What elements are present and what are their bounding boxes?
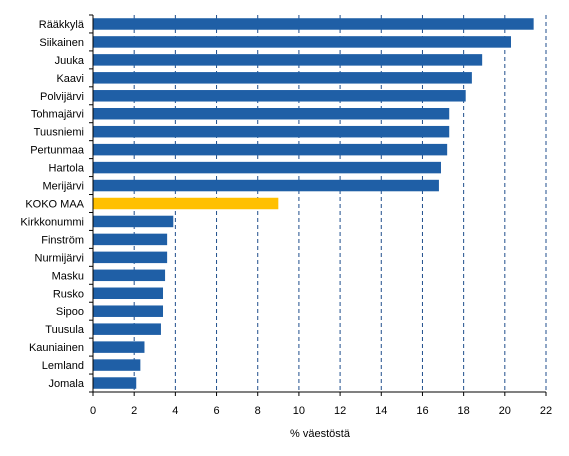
bar <box>93 90 466 102</box>
bar <box>93 72 472 84</box>
bar <box>93 18 534 30</box>
bar <box>93 341 145 353</box>
category-label: Merijärvi <box>42 181 84 193</box>
x-tick-label: 12 <box>334 405 346 417</box>
category-label: Nurmijärvi <box>35 252 85 264</box>
x-tick-label: 18 <box>458 405 470 417</box>
bar <box>93 107 450 120</box>
category-label: Tohmajärvi <box>31 109 84 121</box>
bar <box>93 269 166 282</box>
x-tick-label: 20 <box>499 405 511 417</box>
x-tick-label: 16 <box>416 405 428 417</box>
bar <box>93 305 164 317</box>
category-label: Kirkkonummi <box>20 216 84 228</box>
category-label: Hartola <box>49 163 85 175</box>
category-labels: Rääkkylä Siikainen Juuka Kaavi Polvijärvi Toh… <box>20 19 84 390</box>
x-tick-label: 22 <box>540 405 552 417</box>
bar <box>93 251 168 264</box>
category-label: KOKO MAA <box>25 199 84 211</box>
x-tick-label: 6 <box>213 405 219 417</box>
x-tick-label: 8 <box>255 405 261 417</box>
category-label: Tuusula <box>45 324 85 336</box>
bar <box>93 287 164 300</box>
category-label: Masku <box>52 270 84 282</box>
bar <box>93 359 141 371</box>
x-axis-title: % väestöstä <box>290 428 351 440</box>
bar <box>93 377 137 389</box>
category-label: Juuka <box>55 55 85 67</box>
bar <box>93 125 450 138</box>
category-label: Polvijärvi <box>40 91 84 103</box>
category-label: Sipoo <box>56 306 84 318</box>
category-label: Pertunmaa <box>30 145 85 157</box>
category-label: Kauniainen <box>29 342 84 354</box>
category-label: Siikainen <box>39 37 84 49</box>
bar <box>93 54 483 66</box>
bar <box>93 323 161 335</box>
x-tick-label: 0 <box>90 405 96 417</box>
category-label: Finström <box>41 234 84 246</box>
category-label: Jomala <box>49 378 85 390</box>
x-tick-label: 10 <box>293 405 305 417</box>
bar <box>93 143 448 156</box>
bar <box>93 215 174 228</box>
category-label: Tuusniemi <box>34 127 84 139</box>
x-tick-label: 14 <box>375 405 387 417</box>
axes <box>89 14 547 396</box>
bar <box>93 197 279 210</box>
bar <box>93 179 439 192</box>
category-label: Kaavi <box>56 73 84 85</box>
bars <box>93 18 534 389</box>
category-label: Lemland <box>42 360 84 372</box>
category-label: Rääkkylä <box>39 19 85 31</box>
bar <box>93 161 441 174</box>
x-tick-labels: 0 2 4 6 8 10 12 14 16 18 20 22 <box>90 405 552 417</box>
x-tick-label: 4 <box>172 405 178 417</box>
bar <box>93 36 511 48</box>
category-label: Rusko <box>53 288 84 300</box>
x-tick-label: 2 <box>131 405 137 417</box>
bar <box>93 233 168 246</box>
